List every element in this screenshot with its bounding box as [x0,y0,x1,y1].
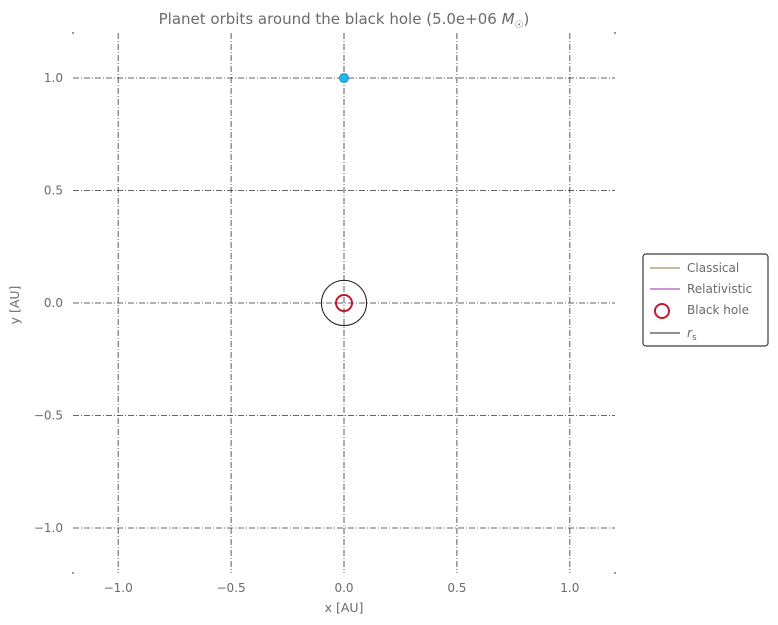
x-axis-label: x [AU] [325,600,364,615]
y-tick-label: 1.0 [44,71,63,85]
y-axis-tick-labels: −1.0 −0.5 0.0 0.5 1.0 [34,71,63,535]
x-tick-label: 0.5 [447,581,466,595]
black-hole-marker [335,294,353,312]
axis-corner-mark [72,32,74,34]
grid [73,33,615,573]
axis-corner-mark [614,572,616,574]
x-tick-label: −1.0 [104,581,133,595]
x-tick-label: −0.5 [217,581,246,595]
y-tick-label: 0.5 [44,184,63,198]
y-tick-label: −1.0 [34,521,63,535]
y-tick-label: −0.5 [34,409,63,423]
legend-black-hole-swatch [654,303,670,319]
planet-marker [339,73,349,83]
x-axis-tick-labels: −1.0 −0.5 0.0 0.5 1.0 [104,581,580,595]
x-tick-label: 0.0 [334,581,353,595]
legend-frame [642,253,769,347]
axis-corner-mark [614,32,616,34]
legend-classical-label: Classical [687,261,739,275]
schwarzschild-radius-circle [320,279,368,327]
plot-area [320,73,368,327]
legend-relativistic-label: Relativistic [687,282,752,296]
legend-black-hole-label: Black hole [687,303,749,317]
x-tick-label: 1.0 [560,581,579,595]
chart-title: Planet orbits around the black hole (5.0… [159,10,530,31]
legend: Classical Relativistic Black hole rs [642,253,769,347]
y-tick-label: 0.0 [44,296,63,310]
axis-ticks [72,32,616,574]
y-axis-label: y [AU] [7,286,22,325]
legend-rs-label: rs [687,326,697,343]
axis-corner-mark [72,572,74,574]
